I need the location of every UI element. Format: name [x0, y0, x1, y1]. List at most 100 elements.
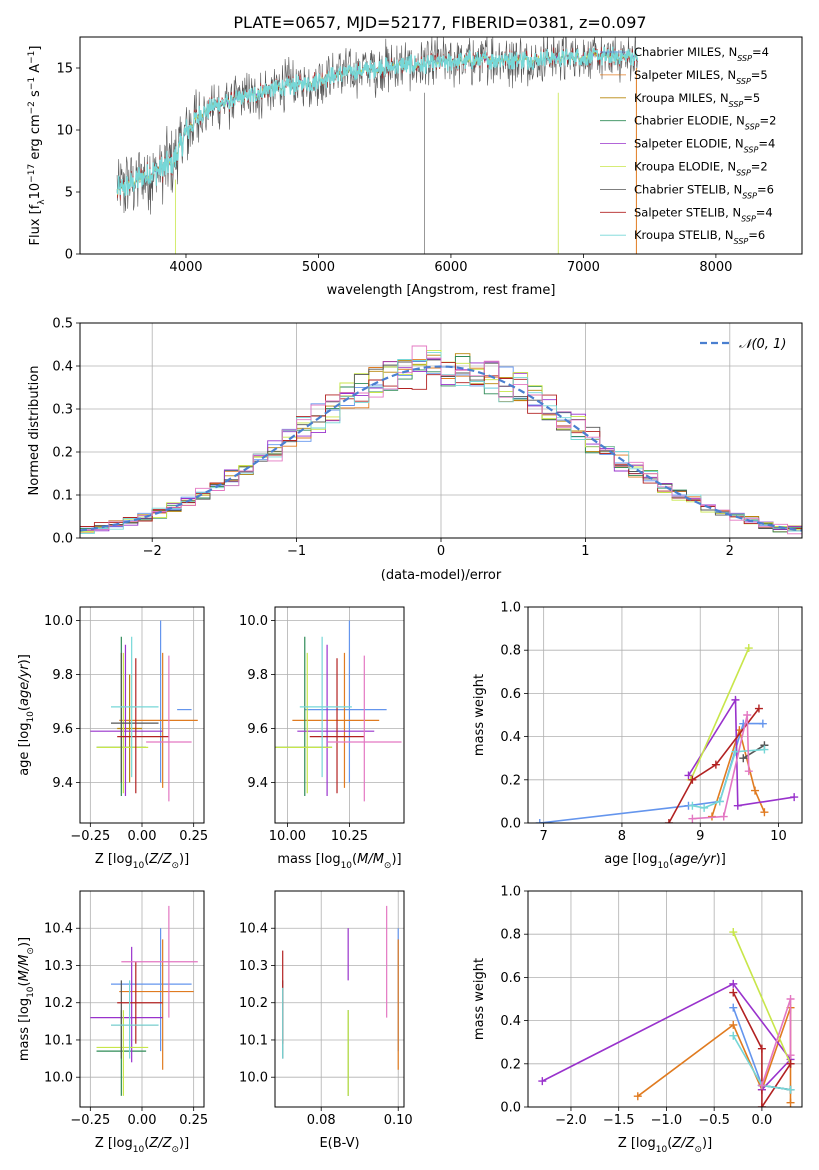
- x-axis-label: Z [log10(Z/Z⊙)]: [95, 1136, 189, 1155]
- y-axis-label: age [log10(age/yr)]: [17, 654, 36, 776]
- y-tick-label: 0.4: [500, 1014, 521, 1029]
- y-tick-label: 1.0: [500, 885, 521, 900]
- y-tick-label: 10: [56, 124, 73, 139]
- legend-label: Chabrier STELIB, NSSP=6: [634, 182, 774, 200]
- legend-label: Salpeter ELODIE, NSSP=4: [634, 137, 775, 155]
- axes-frame: [79, 36, 803, 255]
- weight-marker: [729, 1020, 738, 1029]
- weight-marker: [729, 979, 738, 988]
- plot-area: [80, 345, 802, 535]
- y-tick-label: 10.0: [239, 614, 268, 629]
- spectrum-line: [116, 46, 639, 198]
- weight-marker: [743, 711, 752, 719]
- x-tick-label: 0.00: [128, 829, 157, 844]
- y-tick-label: 0.3: [52, 403, 73, 418]
- weight-marker: [757, 1081, 766, 1090]
- legend-label: Kroupa STELIB, NSSP=6: [634, 228, 765, 246]
- weight-marker: [688, 814, 697, 823]
- spectrum-line: [116, 50, 638, 196]
- x-tick-label: 0.25: [179, 829, 208, 844]
- weight-marker: [739, 754, 748, 763]
- y-tick-label: 9.4: [52, 776, 73, 791]
- weight-line: [732, 931, 792, 1065]
- x-tick-label: 7000: [567, 260, 600, 275]
- weight-line: [541, 982, 792, 1091]
- y-tick-label: 10.0: [44, 1071, 73, 1086]
- weight-marker: [751, 786, 760, 795]
- x-axis-label: Z [log10(Z/Z⊙)]: [95, 852, 189, 871]
- x-tick-label: 6000: [434, 260, 467, 275]
- normal-curve: [80, 365, 802, 532]
- legend-label: 𝒩(0, 1): [739, 337, 786, 352]
- legend-label: Kroupa ELODIE, NSSP=2: [634, 160, 768, 178]
- x-tick-label: 10.25: [331, 829, 368, 844]
- x-tick-label: 7: [540, 829, 548, 844]
- x-tick-label: 0: [437, 544, 445, 559]
- legend-label: Chabrier MILES, NSSP=4: [634, 45, 769, 63]
- spectrum-line: [116, 37, 638, 215]
- weight-marker: [790, 793, 799, 802]
- weight-marker: [688, 775, 697, 784]
- weight-line: [761, 998, 792, 1086]
- mass-weight-vs-metallicity-panel: −2.0 −1.5 −1.0 −0.5 0.0 0.0 0.2 0.4 0.6 0.8 1.0 Z […: [472, 885, 803, 1155]
- spectrum-line: [116, 51, 638, 195]
- y-tick-label: 0.6: [500, 971, 521, 986]
- y-tick-label: 10.2: [44, 996, 73, 1011]
- weight-marker: [760, 745, 769, 754]
- weight-marker: [760, 808, 769, 817]
- x-tick-label: −1.0: [651, 1113, 683, 1128]
- weight-line: [668, 708, 760, 823]
- spectrum-line: [116, 51, 638, 194]
- weight-marker: [758, 719, 767, 728]
- weight-marker: [538, 1077, 547, 1086]
- x-tick-label: 0.10: [384, 1113, 413, 1128]
- weight-line: [742, 744, 765, 759]
- x-tick-label: −0.25: [70, 829, 110, 844]
- weight-marker: [719, 812, 728, 821]
- weight-marker: [731, 695, 740, 704]
- weight-marker: [786, 1098, 795, 1107]
- figure-title: PLATE=0657, MJD=52177, FIBERID=0381, z=0…: [233, 13, 646, 32]
- y-tick-label: 0.4: [52, 360, 73, 375]
- mass-vs-metallicity-panel: −0.25 0.00 0.25 10.0 10.1 10.2 10.3 10.4 Z [log1…: [17, 890, 208, 1155]
- weight-marker: [729, 1031, 738, 1040]
- y-tick-label: 0.0: [500, 817, 521, 832]
- y-tick-label: 9.8: [52, 668, 73, 683]
- y-tick-label: 0: [65, 248, 73, 263]
- y-tick-label: 10.0: [44, 614, 73, 629]
- y-tick-label: 10.1: [44, 1033, 73, 1048]
- x-axis-label: mass [log10(M/M⊙)]: [277, 852, 401, 871]
- plot-area: [90, 620, 198, 802]
- weight-marker: [786, 1085, 795, 1094]
- x-tick-label: −0.25: [70, 1113, 110, 1128]
- weight-line: [732, 992, 792, 1107]
- legend-label: Chabrier ELODIE, NSSP=2: [634, 114, 776, 132]
- y-tick-label: 9.4: [247, 776, 268, 791]
- x-tick-label: 4000: [169, 260, 202, 275]
- y-tick-label: 0.8: [500, 644, 521, 659]
- weight-marker: [744, 767, 753, 776]
- x-tick-label: 1: [581, 544, 589, 559]
- y-tick-label: 15: [56, 62, 73, 77]
- x-tick-label: 10.00: [269, 829, 306, 844]
- weight-marker: [757, 1103, 766, 1107]
- x-tick-label: 0.00: [128, 1113, 157, 1128]
- y-axis-label: mass weight: [472, 674, 487, 756]
- legend-label: Kroupa MILES, NSSP=5: [634, 91, 760, 109]
- weight-marker: [729, 1003, 738, 1012]
- residuals-panel: −2 −1 0 1 2 0.0 0.1 0.2 0.3 0.4 0.5 (data-model)/er…: [27, 317, 803, 583]
- weight-marker: [786, 1051, 795, 1060]
- y-tick-label: 10.4: [239, 922, 268, 937]
- legend: Chabrier MILES, NSSP=4 Salpeter MILES, NS…: [600, 45, 776, 246]
- y-tick-label: 0.2: [500, 773, 521, 788]
- y-tick-label: 10.4: [44, 922, 73, 937]
- weight-line: [692, 714, 750, 820]
- weight-marker: [711, 760, 720, 769]
- y-tick-label: 10.3: [239, 959, 268, 974]
- weight-marker: [688, 801, 697, 810]
- legend: 𝒩(0, 1): [700, 337, 786, 352]
- x-tick-label: −2: [143, 544, 162, 559]
- weight-marker: [715, 797, 724, 806]
- weight-marker: [684, 771, 693, 780]
